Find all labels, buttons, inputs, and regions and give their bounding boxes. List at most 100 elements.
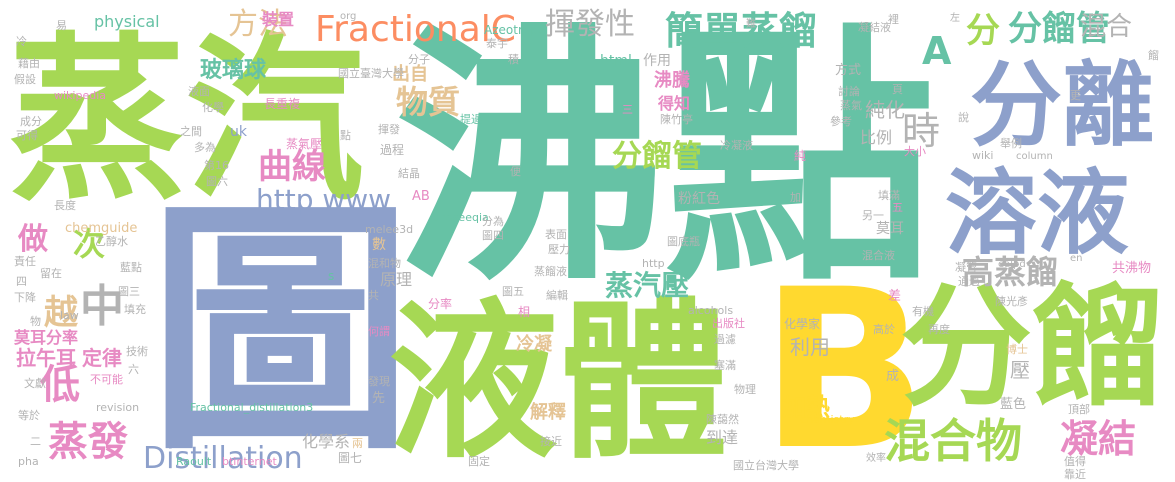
word: 頁 (892, 83, 903, 96)
word: 陳竹亭 (660, 113, 693, 126)
word: 藍點 (120, 261, 142, 274)
word: 參考 (830, 115, 852, 128)
word: 六 (128, 363, 139, 376)
word: 大小 (904, 145, 926, 158)
word: 純 (794, 149, 807, 163)
word: 提過 (460, 113, 482, 126)
word: 溶液 (945, 160, 1130, 267)
word: Distillation (143, 441, 303, 476)
word: 玻璃球 (200, 58, 267, 83)
word: chemguide (65, 221, 138, 236)
word: 可得 (16, 129, 38, 142)
word: 舉例 (1000, 137, 1022, 150)
word: 做 (18, 222, 48, 257)
word: 利用 (790, 335, 830, 359)
word: 點 (340, 129, 351, 142)
word: org (340, 11, 357, 22)
word: 說 (958, 111, 969, 124)
word: 純化 (865, 98, 905, 122)
word: 泰宇 (486, 37, 508, 50)
word: 再度 (928, 323, 950, 336)
word: 沸騰 (654, 70, 690, 91)
word: 液體 (388, 284, 729, 482)
word: 凝管 (955, 261, 977, 274)
word: s (328, 269, 335, 283)
word: 圖三 (118, 285, 140, 298)
word: 加 (790, 191, 801, 204)
word: ealpd (998, 259, 1026, 270)
word: 分率 (428, 297, 453, 311)
word: FractionalC (315, 9, 516, 50)
word: 差 (888, 289, 902, 304)
word: 比例 (860, 128, 893, 147)
word: Fractional_distillation3 (190, 401, 314, 414)
word: 相 (518, 305, 531, 319)
word: 通過 (958, 275, 980, 288)
word: 中 (80, 281, 124, 332)
word: law (60, 309, 79, 322)
word: 低 (40, 362, 80, 408)
word: AB (412, 189, 430, 204)
word: 裡 (888, 13, 899, 26)
word: 蒸汽壓 (605, 269, 690, 302)
word: 混和物 (368, 257, 401, 270)
word: alcohols (688, 304, 734, 317)
word: en (1070, 253, 1083, 264)
word: 冷 (16, 35, 27, 48)
word: revision (96, 401, 140, 414)
word: 結晶 (398, 167, 420, 180)
word: 值得 (1064, 455, 1086, 468)
word: physical (94, 12, 160, 31)
word: 文獻 (24, 377, 46, 390)
word: Azeotrope (484, 23, 545, 37)
word: 簡單蒸餾 (665, 9, 818, 53)
word: 共 (368, 289, 379, 302)
word: 冷凝液 (720, 139, 753, 152)
word: 作用 (643, 53, 671, 69)
word: 揮發 (378, 123, 400, 136)
word: 物理 (734, 383, 756, 396)
word: 加熱 (782, 393, 830, 421)
word: 圖七 (338, 451, 363, 465)
word: 得知 (658, 94, 691, 113)
word: 高於 (873, 323, 895, 336)
word: 便 (510, 165, 521, 178)
word: 積 (508, 53, 519, 66)
word: 左 (950, 13, 960, 24)
word: 裝置 (262, 10, 295, 29)
word: 難 (746, 19, 756, 30)
word: 拉午耳 (16, 346, 76, 370)
word: 化學系 (302, 432, 351, 451)
word: 到達 (706, 428, 739, 447)
word: 方法 (228, 7, 288, 42)
word: 責任 (14, 255, 36, 268)
word: 蒸發 (48, 419, 128, 465)
word: 接近 (540, 435, 562, 448)
word: 三 (622, 103, 633, 116)
word: 國立台灣大學 (733, 459, 799, 472)
word: 蒸餾液 (534, 265, 567, 278)
word: 成 (886, 369, 900, 384)
word: 分子 (408, 53, 430, 66)
word: 揮發性 (545, 7, 635, 42)
word: 何謂 (368, 325, 390, 338)
word: 二 (30, 435, 41, 448)
word: chemistry (800, 413, 855, 426)
word: 越 (44, 293, 78, 333)
word: wiki (972, 149, 994, 162)
word: 多為 (194, 141, 216, 154)
word: 分餾管 (612, 139, 702, 174)
word: btinternet (222, 455, 277, 468)
word: 次 (73, 225, 106, 263)
word: 原理 (380, 270, 413, 289)
word: 有機 (912, 305, 934, 318)
word: 混合 (1080, 12, 1133, 42)
word: 凝結液 (858, 21, 891, 34)
word: 填充 (124, 303, 146, 316)
word: 圖 (148, 178, 413, 482)
word: uk (230, 124, 247, 140)
word: 圖六 (206, 175, 228, 188)
word: 方式 (835, 63, 862, 78)
word: 時 (902, 109, 941, 153)
word: 沸點 (395, 2, 935, 317)
